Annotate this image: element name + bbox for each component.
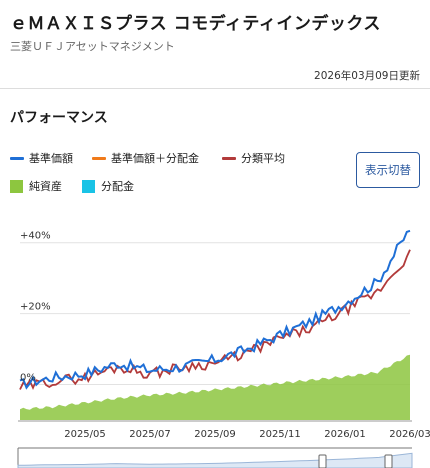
x-tick-label: 2025/07 bbox=[129, 429, 171, 440]
updated-date: 2026年03月09日更新 bbox=[314, 70, 420, 82]
performance-chart[interactable]: +40% +20% 0% 2025/05 2025/07 2025/09 2025/11 2… bbox=[0, 215, 430, 468]
navigator-series bbox=[17, 452, 413, 468]
x-tick-label: 2026/03 bbox=[389, 429, 430, 440]
x-tick-label: 2025/05 bbox=[64, 429, 106, 440]
section-title: パフォーマンス bbox=[10, 110, 108, 126]
legend-base-price[interactable]: 基準価額 bbox=[10, 150, 73, 166]
line-swatch-icon bbox=[10, 156, 24, 160]
navigator-handle-right[interactable] bbox=[384, 454, 393, 468]
legend-net-assets[interactable]: 純資産 bbox=[10, 178, 62, 194]
range-navigator[interactable] bbox=[17, 447, 413, 468]
legend-label: 分類平均 bbox=[241, 152, 285, 165]
x-tick-label: 2025/09 bbox=[194, 429, 236, 440]
category-average-line bbox=[19, 249, 411, 390]
legend-label: 分配金 bbox=[101, 180, 134, 193]
box-swatch-icon bbox=[82, 179, 95, 193]
legend-label: 基準価額＋分配金 bbox=[111, 152, 199, 165]
y-tick-label: 0% bbox=[20, 373, 36, 384]
x-tick-label: 2026/01 bbox=[324, 429, 366, 440]
y-tick-label: +20% bbox=[20, 302, 51, 313]
legend-label: 基準価額 bbox=[29, 152, 73, 165]
legend-category-avg[interactable]: 分類平均 bbox=[222, 150, 285, 166]
base-price-line bbox=[19, 229, 411, 390]
fund-company: 三菱ＵＦＪアセットマネジメント bbox=[10, 40, 175, 53]
toggle-display-button[interactable]: 表示切替 bbox=[356, 152, 420, 188]
header-divider bbox=[0, 88, 430, 89]
legend-dividend[interactable]: 分配金 bbox=[82, 178, 134, 194]
line-swatch-icon bbox=[92, 156, 106, 160]
legend-label: 純資産 bbox=[29, 180, 62, 193]
net-assets-area bbox=[20, 354, 410, 420]
legend-base-price-dividend[interactable]: 基準価額＋分配金 bbox=[92, 150, 199, 166]
y-tick-label: +40% bbox=[20, 231, 51, 242]
x-tick-label: 2025/11 bbox=[259, 429, 301, 440]
box-swatch-icon bbox=[10, 179, 23, 193]
line-swatch-icon bbox=[222, 156, 236, 160]
navigator-handle-left[interactable] bbox=[318, 454, 327, 468]
fund-title: ｅＭＡＸＩＳプラス コモディティインデックス bbox=[10, 14, 381, 34]
